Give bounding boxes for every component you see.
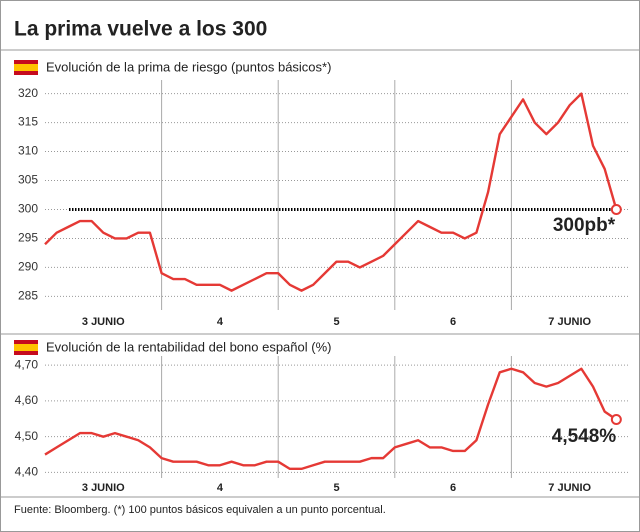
x-tick-label: 6: [450, 316, 456, 328]
flag: [14, 340, 38, 355]
x-tick-label: 4: [217, 482, 224, 494]
y-tick-label: 4,40: [15, 465, 39, 479]
title: La prima vuelve a los 300: [14, 18, 267, 41]
y-tick-label: 295: [18, 231, 38, 245]
x-tick-label: 7 JUNIO: [548, 316, 591, 328]
y-tick-label: 305: [18, 173, 38, 187]
y-tick-label: 285: [18, 289, 38, 303]
flag: [14, 60, 38, 75]
annotation: 300pb*: [553, 215, 616, 236]
data-line: [44, 92, 618, 292]
annotation: 4,548%: [552, 426, 617, 447]
y-tick-label: 290: [18, 260, 38, 274]
x-tick-label: 3 JUNIO: [82, 482, 125, 494]
y-tick-label: 4,70: [15, 357, 39, 371]
chart-title: Evolución de la prima de riesgo (puntos …: [46, 59, 331, 74]
last-point: [610, 203, 622, 215]
x-tick-label: 3 JUNIO: [82, 316, 125, 328]
y-tick-label: 320: [18, 86, 38, 100]
x-tick-label: 5: [333, 316, 339, 328]
x-tick-label: 4: [217, 316, 224, 328]
x-tick-label: 6: [450, 482, 456, 494]
x-tick-label: 7 JUNIO: [548, 482, 591, 494]
y-tick-label: 4,50: [15, 429, 39, 443]
y-tick-label: 310: [18, 144, 38, 158]
last-point: [610, 414, 622, 426]
y-tick-label: 4,60: [15, 393, 39, 407]
source: Fuente: Bloomberg. (*) 100 puntos básico…: [14, 504, 386, 516]
data-line: [44, 367, 618, 471]
chart-title: Evolución de la rentabilidad del bono es…: [46, 339, 331, 354]
y-tick-label: 300: [18, 202, 38, 216]
x-tick-label: 5: [333, 482, 339, 494]
y-tick-label: 315: [18, 115, 38, 129]
